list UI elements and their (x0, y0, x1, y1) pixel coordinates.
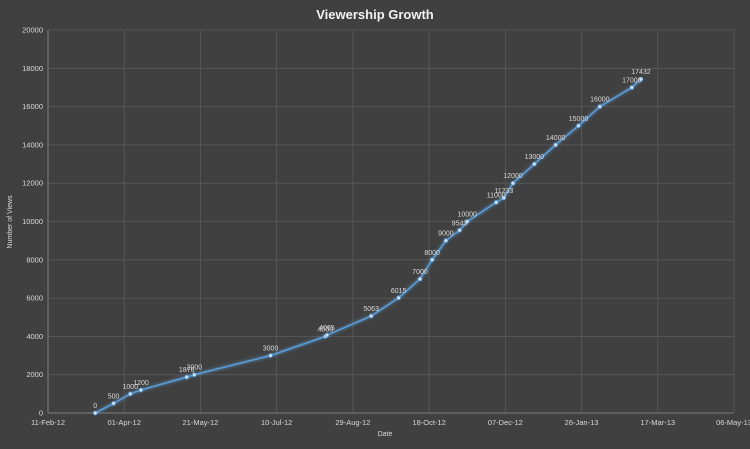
y-tick-label: 12000 (22, 179, 43, 188)
data-point (638, 76, 644, 82)
data-point (531, 161, 537, 167)
data-label: 14000 (546, 135, 566, 142)
data-label: 7000 (412, 269, 428, 276)
data-point (510, 180, 516, 186)
data-label: 9543 (452, 220, 468, 227)
data-point (396, 295, 401, 301)
data-point (629, 85, 635, 90)
axes: 0200040006000800010000120001400016000180… (22, 26, 750, 428)
x-tick-label: 10-Jul-12 (261, 418, 292, 427)
y-tick-label: 16000 (22, 102, 43, 111)
y-tick-label: 4000 (26, 332, 43, 341)
data-label: 17432 (631, 69, 651, 76)
data-point (457, 227, 462, 233)
data-point (417, 276, 423, 282)
x-axis-title: Date (378, 431, 393, 438)
data-point (324, 332, 330, 338)
x-tick-label: 11-Feb-12 (31, 418, 65, 427)
data-label: 11233 (494, 188, 513, 195)
y-tick-label: 20000 (22, 26, 43, 35)
data-point (443, 238, 449, 243)
data-label: 10000 (457, 212, 477, 219)
series (92, 76, 644, 416)
data-label: 500 (108, 393, 120, 400)
y-axis-title: Number of Views (7, 195, 14, 249)
x-tick-label: 26-Jan-13 (565, 418, 599, 427)
x-tick-label: 06-May-13 (716, 418, 750, 427)
y-tick-label: 10000 (22, 217, 43, 226)
chart-title: Viewership Growth (316, 7, 434, 22)
y-tick-label: 8000 (26, 255, 43, 264)
data-point (128, 391, 133, 397)
data-point (576, 123, 581, 129)
y-tick-label: 2000 (26, 370, 43, 379)
y-tick-label: 18000 (22, 64, 43, 73)
data-label: 16000 (590, 97, 610, 104)
data-label: 0 (93, 403, 97, 410)
data-point (111, 401, 116, 406)
data-label: 5063 (363, 306, 379, 313)
x-tick-label: 01-Apr-12 (108, 418, 141, 427)
data-label: 6015 (391, 288, 407, 295)
data-label: 13000 (525, 154, 545, 161)
data-point (368, 313, 374, 319)
data-label: 2000 (187, 365, 203, 372)
data-label: 1876 (179, 367, 195, 374)
data-label: 4000 (318, 326, 334, 333)
x-tick-label: 29-Aug-12 (335, 418, 370, 427)
x-tick-label: 18-Oct-12 (412, 418, 445, 427)
data-point (553, 142, 558, 148)
data-point (597, 104, 603, 109)
data-point (268, 353, 273, 358)
data-label: 12000 (503, 173, 523, 180)
x-tick-label: 07-Dec-12 (488, 418, 523, 427)
data-label: 11000 (487, 192, 506, 199)
data-label: 17000 (622, 77, 642, 84)
data-point (493, 200, 499, 205)
series-line (94, 78, 642, 414)
data-point (192, 372, 197, 378)
data-point (501, 195, 507, 201)
data-label: 1000 (123, 384, 139, 391)
data-point (92, 410, 98, 416)
data-point (138, 387, 144, 393)
y-tick-label: 6000 (26, 294, 43, 303)
x-tick-label: 17-Mar-13 (640, 418, 675, 427)
y-tick-label: 14000 (22, 140, 43, 149)
data-label: 3000 (263, 346, 279, 353)
data-label: 15000 (569, 116, 589, 123)
data-label: 4065 (319, 325, 335, 332)
data-label: 9000 (438, 231, 454, 238)
data-point (429, 257, 435, 263)
data-label: 8000 (424, 250, 440, 257)
data-point (464, 219, 470, 224)
data-point (184, 374, 190, 380)
y-tick-label: 0 (39, 409, 43, 418)
x-tick-label: 21-May-12 (183, 418, 219, 427)
data-label: 1200 (133, 380, 149, 387)
